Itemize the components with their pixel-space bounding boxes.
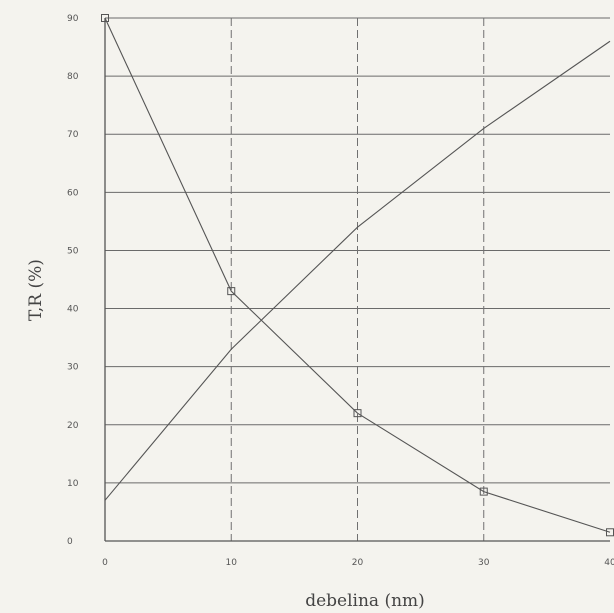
grid [105, 17, 610, 542]
series-1-point-30 [479, 487, 488, 496]
series-layer [101, 14, 614, 537]
x-tick-label-10: 10 [226, 558, 238, 568]
series-1-point-0 [101, 14, 109, 22]
y-tick-label-70: 70 [67, 130, 79, 140]
x-axis-label: debelina (nm) [305, 591, 425, 611]
y-tick-label-10: 10 [67, 479, 79, 489]
x-tick-label-40: 40 [604, 558, 614, 568]
x-tick-label-30: 30 [478, 558, 490, 568]
tick-labels: 0 10 20 30 40 50 60 70 80 90 0 10 20 30 40 [67, 14, 614, 568]
y-tick-label-90: 90 [67, 14, 79, 24]
y-tick-label-80: 80 [67, 72, 79, 82]
x-tick-label-20: 20 [352, 558, 364, 568]
y-tick-label-0: 0 [67, 537, 73, 547]
series-2-line [104, 40, 611, 501]
axes [104, 18, 610, 542]
series-1-point-10 [227, 287, 236, 296]
y-tick-label-60: 60 [67, 188, 79, 198]
y-tick-label-30: 30 [67, 363, 79, 373]
series-1-point-20 [353, 409, 362, 418]
y-tick-label-20: 20 [67, 421, 79, 431]
y-tick-label-40: 40 [67, 305, 79, 315]
y-axis-label: T,R (%) [26, 259, 46, 321]
y-tick-label-50: 50 [67, 246, 79, 256]
x-tick-label-0: 0 [102, 558, 108, 568]
series-1-line [104, 17, 611, 533]
